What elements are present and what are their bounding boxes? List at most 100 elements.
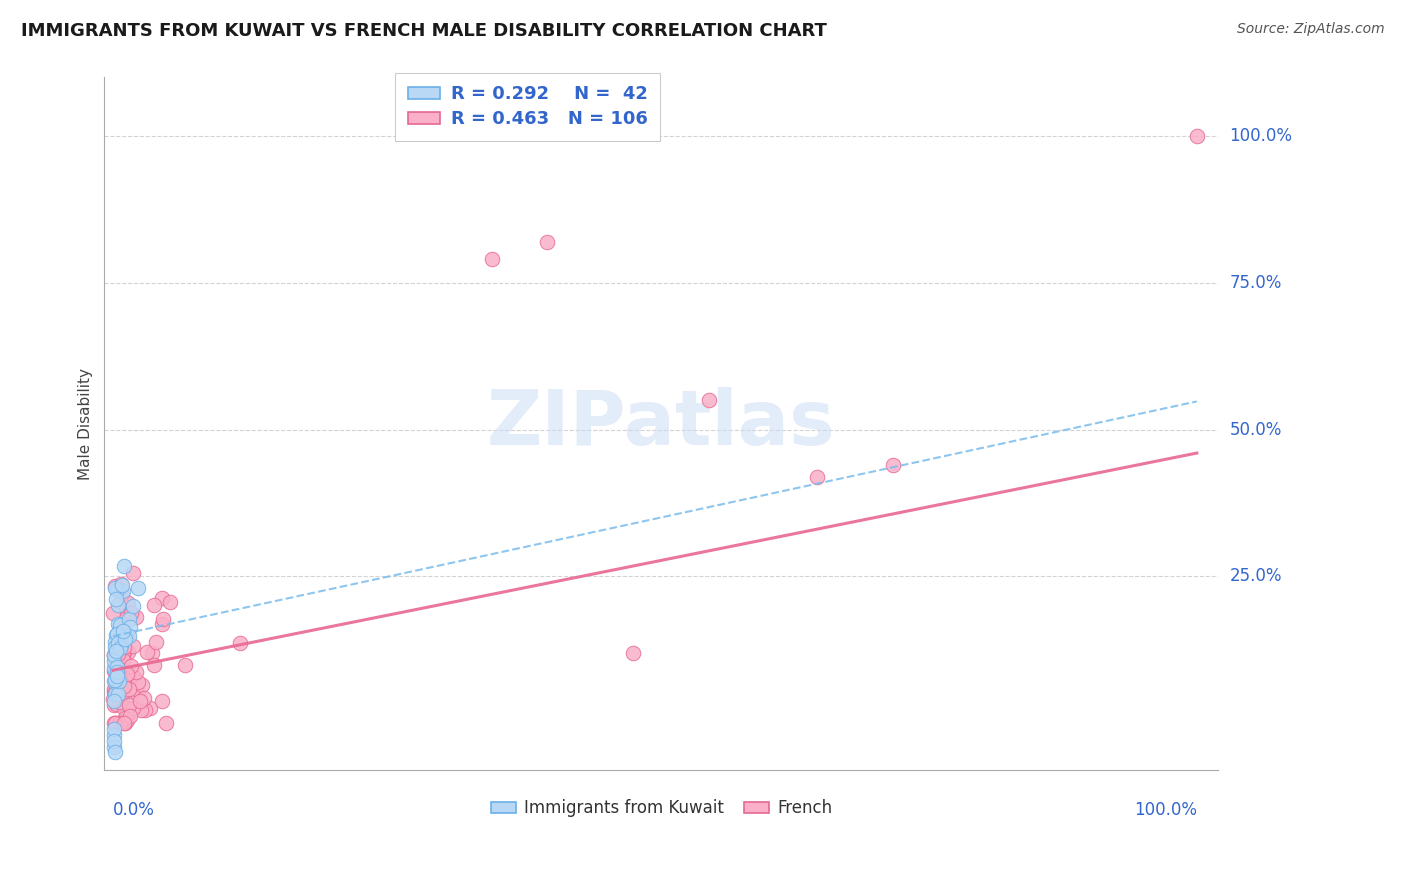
Point [103, 698, 125, 713]
Point [103, 674, 125, 689]
Point [124, 665, 146, 679]
Point [111, 587, 134, 601]
Point [103, 685, 125, 699]
Point [111, 620, 134, 634]
Point [142, 658, 165, 673]
Point [107, 693, 129, 707]
Point [124, 610, 146, 624]
Point [103, 722, 125, 736]
Point [108, 637, 131, 651]
Point [107, 616, 129, 631]
Point [108, 716, 131, 731]
Point [882, 458, 904, 472]
Point [108, 619, 131, 633]
Text: IMMIGRANTS FROM KUWAIT VS FRENCH MALE DISABILITY CORRELATION CHART: IMMIGRANTS FROM KUWAIT VS FRENCH MALE DI… [21, 22, 827, 40]
Point [1185, 129, 1208, 144]
Point [108, 665, 131, 680]
Point [806, 469, 828, 483]
Point [117, 645, 139, 659]
Point [135, 645, 157, 659]
Point [120, 620, 142, 634]
Point [110, 618, 132, 632]
Point [112, 648, 135, 662]
Point [118, 708, 141, 723]
Point [103, 648, 125, 662]
Point [104, 697, 127, 711]
Text: 75.0%: 75.0% [1230, 274, 1282, 292]
Point [103, 673, 125, 687]
Point [107, 665, 129, 679]
Point [105, 676, 128, 690]
Point [127, 674, 149, 689]
Point [131, 678, 153, 692]
Point [111, 583, 134, 598]
Point [104, 716, 127, 731]
Text: ZIPatlas: ZIPatlas [486, 387, 835, 461]
Point [107, 640, 129, 655]
Point [127, 582, 149, 596]
Point [117, 713, 139, 727]
Point [103, 694, 125, 708]
Point [121, 669, 143, 683]
Point [105, 644, 128, 658]
Point [103, 661, 125, 675]
Point [104, 745, 127, 759]
Point [107, 636, 129, 650]
Point [105, 582, 128, 597]
Point [117, 596, 139, 610]
Point [152, 612, 174, 626]
Point [104, 658, 127, 673]
Point [114, 640, 136, 654]
Point [107, 647, 129, 661]
Point [110, 577, 132, 591]
Point [114, 711, 136, 725]
Point [159, 595, 181, 609]
Point [104, 685, 127, 699]
Point [121, 700, 143, 714]
Point [107, 665, 129, 680]
Point [112, 679, 135, 693]
Point [155, 716, 177, 731]
Point [103, 733, 125, 747]
Point [139, 700, 162, 714]
Point [112, 716, 135, 731]
Point [115, 667, 138, 681]
Point [104, 579, 127, 593]
Text: 0.0%: 0.0% [112, 800, 155, 819]
Point [121, 599, 143, 613]
Point [125, 681, 148, 696]
Point [115, 669, 138, 683]
Point [104, 687, 127, 701]
Point [112, 652, 135, 666]
Point [110, 663, 132, 677]
Point [150, 591, 173, 605]
Point [150, 616, 173, 631]
Point [621, 646, 644, 660]
Point [117, 630, 139, 644]
Point [108, 716, 131, 731]
Legend: Immigrants from Kuwait, French: Immigrants from Kuwait, French [484, 793, 839, 824]
Point [103, 716, 125, 731]
Text: 50.0%: 50.0% [1230, 421, 1282, 439]
Point [108, 716, 131, 731]
Text: 25.0%: 25.0% [1230, 567, 1282, 585]
Point [103, 648, 125, 662]
Point [118, 698, 141, 713]
Point [150, 693, 173, 707]
Point [697, 393, 720, 408]
Point [112, 559, 135, 574]
Point [107, 675, 129, 690]
Point [120, 606, 142, 620]
Point [103, 654, 125, 668]
Point [481, 252, 503, 267]
Point [114, 603, 136, 617]
Point [117, 681, 139, 696]
Point [111, 682, 134, 697]
Point [173, 658, 195, 673]
Point [134, 702, 156, 716]
Point [107, 598, 129, 612]
Point [105, 678, 128, 692]
Point [103, 681, 125, 696]
Point [111, 686, 134, 700]
Point [110, 674, 132, 689]
